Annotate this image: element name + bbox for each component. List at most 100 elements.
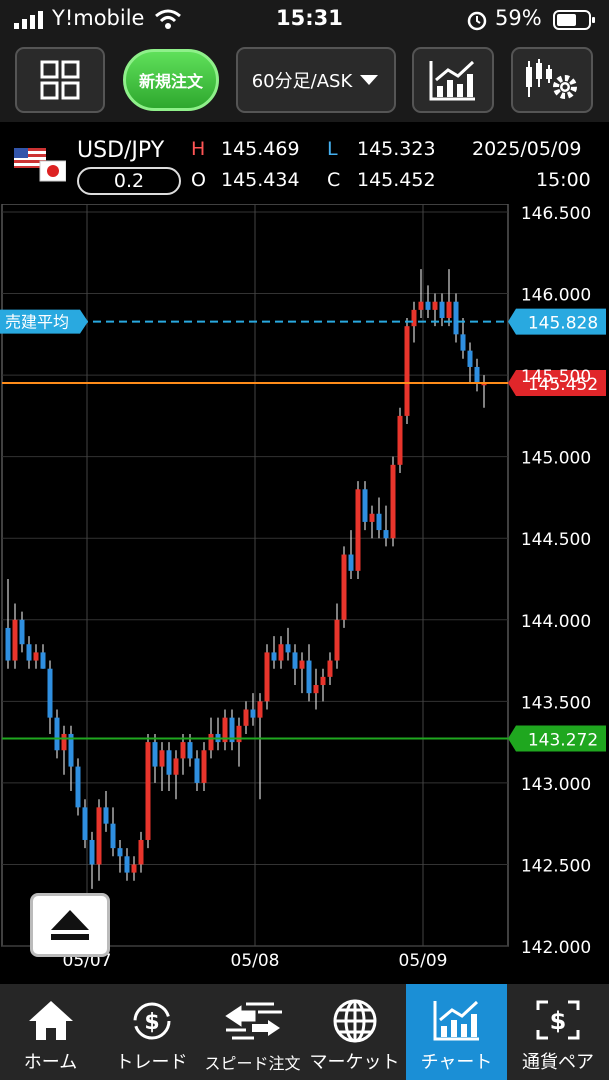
y-tick-label: 143.500	[521, 693, 591, 713]
candle-body	[187, 742, 193, 759]
candle-body	[369, 513, 375, 522]
currency-pair[interactable]: USD/JPY	[77, 138, 165, 163]
high-value: 145.469	[221, 138, 300, 160]
candle-body	[82, 807, 88, 840]
candle-body	[481, 383, 487, 386]
avg-sell-label: 売建平均	[5, 313, 69, 332]
candle-body	[180, 742, 186, 759]
candle-body	[362, 489, 368, 522]
candle-body	[285, 644, 291, 653]
timeframe-label: 60分足/ASK	[251, 71, 353, 92]
current-price-tag	[508, 369, 606, 396]
avg-sell-price: 145.828	[528, 314, 598, 334]
line-chart-icon	[429, 60, 475, 101]
candle-body	[131, 864, 137, 873]
nav-trade[interactable]: $ トレード	[101, 984, 202, 1080]
svg-text:$: $	[550, 1007, 567, 1035]
chevron-down-icon	[360, 75, 379, 85]
candlestick-chart[interactable]: 売建平均 145.828 145.452 143.272 146.500 146.000…	[0, 204, 609, 984]
nav-speed-order[interactable]: スピード注文	[202, 984, 303, 1080]
y-axis: 146.500 146.000 145.500 145.000 144.500 144.0…	[521, 204, 591, 958]
candle-body	[5, 627, 11, 661]
candle-body	[411, 309, 417, 327]
candle-body	[124, 856, 130, 873]
nav-home[interactable]: ホーム	[0, 984, 101, 1080]
candle-body	[117, 848, 123, 857]
candle-body	[54, 717, 60, 751]
y-tick-label: 144.500	[521, 530, 591, 550]
chart-settings-button[interactable]	[511, 47, 593, 113]
candle-body	[334, 619, 340, 661]
signal-icon	[14, 11, 43, 29]
candle-body	[425, 301, 431, 310]
open-value: 145.434	[221, 169, 300, 191]
candle-body	[404, 326, 410, 416]
battery-icon	[553, 10, 595, 30]
grid-icon	[40, 60, 80, 100]
candle-body	[376, 513, 382, 531]
candle-body	[292, 652, 298, 669]
currency-pair-icon: $	[536, 1000, 580, 1040]
candle-body	[453, 301, 459, 335]
candle-body	[19, 619, 25, 645]
candle-body	[33, 652, 39, 661]
candle-body	[208, 733, 214, 751]
candle-body	[432, 301, 438, 310]
trade-icon: $	[133, 1002, 171, 1040]
usd-jpy-flag-icon	[14, 148, 66, 182]
candle-body	[89, 839, 95, 865]
candle-body	[243, 709, 249, 726]
candle-body	[26, 644, 32, 661]
candle-body	[257, 701, 263, 718]
eject-button[interactable]	[30, 893, 110, 957]
carrier-name: Y!mobile	[52, 6, 145, 30]
candle-body	[348, 554, 354, 571]
wifi-icon	[155, 9, 181, 29]
timeframe-selector[interactable]: 60分足/ASK	[236, 47, 396, 113]
candle-body	[236, 725, 242, 743]
candle-body	[299, 660, 305, 669]
candle-body	[313, 685, 319, 694]
candle-body	[327, 660, 333, 677]
candle-body	[320, 676, 326, 686]
nav-market[interactable]: マーケット	[303, 984, 406, 1080]
home-icon	[29, 1001, 73, 1040]
open-label: O	[191, 169, 206, 191]
y-tick-label: 145.000	[521, 449, 591, 469]
candle-body	[47, 668, 53, 718]
globe-icon	[333, 999, 377, 1043]
x-tick-label: 05/08	[231, 951, 280, 971]
candle-body	[390, 464, 396, 539]
candle-body	[68, 733, 74, 767]
candle-body	[75, 766, 81, 808]
new-order-button[interactable]: 新規注文	[123, 49, 219, 111]
candle-body	[446, 301, 452, 319]
quote-time: 15:00	[536, 169, 591, 191]
nav-currency-pair[interactable]: $ 通貨ペア	[507, 984, 609, 1080]
battery-percent: 59%	[495, 6, 542, 30]
candle-body	[271, 652, 277, 661]
low-label: L	[327, 138, 338, 160]
candle-body	[138, 839, 144, 865]
y-tick-label: 146.000	[521, 286, 591, 306]
candle-body	[383, 530, 389, 539]
toolbar: 新規注文 60分足/ASK	[0, 40, 609, 122]
x-tick-label: 05/09	[399, 951, 448, 971]
candle-body	[194, 758, 200, 783]
speed-order-icon	[225, 1002, 282, 1040]
spread-badge: 0.2	[77, 167, 181, 195]
nav-currency-pair-label: 通貨ペア	[522, 1052, 594, 1073]
menu-button[interactable]	[15, 47, 105, 113]
candle-body	[40, 652, 46, 669]
candle-body	[61, 733, 67, 751]
candle-body	[229, 717, 235, 743]
close-value: 145.452	[357, 169, 436, 191]
chart-settings-icon	[526, 59, 577, 99]
candle-body	[306, 660, 312, 694]
nav-chart[interactable]: チャート	[406, 984, 507, 1080]
candle-body	[110, 823, 116, 849]
low-value: 145.323	[357, 138, 436, 160]
indicator-button[interactable]	[412, 47, 494, 113]
high-label: H	[191, 138, 206, 160]
candle-body	[278, 644, 284, 661]
